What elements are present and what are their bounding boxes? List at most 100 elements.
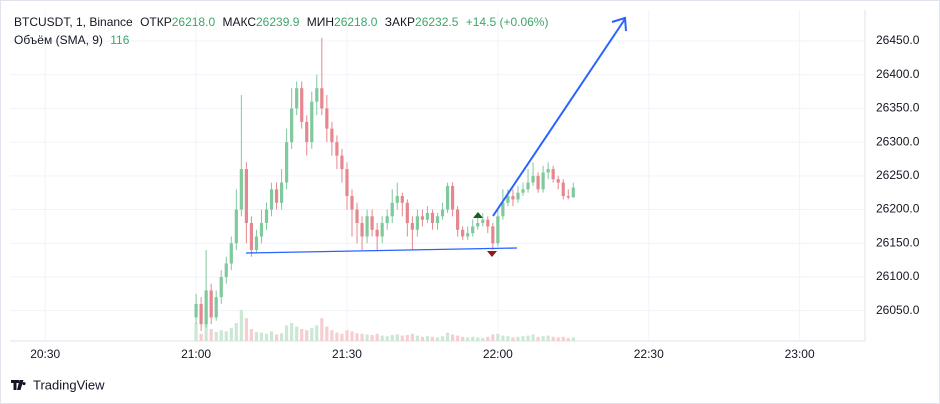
volume-bar xyxy=(471,336,475,341)
candle-body xyxy=(239,169,243,210)
candle-body xyxy=(511,196,515,200)
y-tick-label: 26400.0 xyxy=(876,67,920,81)
volume-bar xyxy=(274,334,279,341)
volume-bar xyxy=(571,337,575,341)
volume-bar xyxy=(395,334,399,341)
volume-bar xyxy=(315,325,319,341)
volume-bar xyxy=(330,330,334,341)
candle-body xyxy=(360,223,364,237)
candle-body xyxy=(445,185,450,210)
y-tick-label: 26450.0 xyxy=(876,33,920,47)
candle-body xyxy=(290,108,294,143)
candle-body xyxy=(476,223,480,227)
candle-body xyxy=(350,196,354,210)
volume-bar xyxy=(219,330,223,341)
volume-bar xyxy=(531,334,535,341)
candle-body xyxy=(234,209,238,244)
candle-body xyxy=(310,101,314,143)
value: 26232.5 xyxy=(415,15,459,29)
candle-body xyxy=(430,212,435,224)
buy-signal xyxy=(473,212,483,218)
candle-body xyxy=(199,303,203,325)
volume-bar xyxy=(511,337,515,341)
candle-body xyxy=(551,169,555,180)
volume-bar xyxy=(234,323,238,341)
candle-body xyxy=(244,169,248,224)
volume-bar xyxy=(541,336,545,341)
x-tick-label: 22:30 xyxy=(634,347,664,361)
volume-bar xyxy=(365,334,369,341)
y-tick-label: 26150.0 xyxy=(876,235,920,249)
candle-body xyxy=(450,185,455,210)
candle-body xyxy=(385,216,389,224)
candle-body xyxy=(259,223,264,237)
volume-bar xyxy=(466,337,470,341)
candle-body xyxy=(204,290,208,325)
volume-bar xyxy=(536,336,540,341)
candle-body xyxy=(471,226,475,234)
volume-bar xyxy=(445,332,450,341)
candle-body xyxy=(335,142,339,156)
volume-bar xyxy=(461,336,465,341)
candle-body xyxy=(219,276,223,298)
volume-bar xyxy=(285,325,289,341)
volume-bar xyxy=(496,333,500,341)
y-tick-label: 26250.0 xyxy=(876,168,920,182)
volume-bar xyxy=(506,336,510,341)
candle-body xyxy=(340,155,344,170)
volume-bar xyxy=(254,332,259,341)
volume-bar xyxy=(410,333,414,341)
volume-bar xyxy=(360,333,364,341)
candle-body xyxy=(461,229,465,237)
volume-bar xyxy=(440,336,445,341)
volume-bar xyxy=(551,336,555,341)
brand: TradingView xyxy=(33,377,105,392)
candle-body xyxy=(571,187,575,198)
candle-body xyxy=(209,290,213,318)
label: ЗАКР xyxy=(385,15,415,29)
candle-body xyxy=(269,189,274,210)
volume-bar xyxy=(249,329,254,341)
volume-bar xyxy=(425,336,430,341)
candle-body xyxy=(410,223,414,230)
volume-bar xyxy=(335,332,339,341)
volume-bar xyxy=(486,336,490,341)
candle-body xyxy=(224,263,228,277)
label: ОТКР xyxy=(140,15,172,29)
y-tick-label: 26200.0 xyxy=(876,202,920,216)
volume-bar xyxy=(375,333,379,341)
x-tick-label: 20:30 xyxy=(30,347,60,361)
volume-bar xyxy=(290,323,294,341)
volume-bar xyxy=(300,329,304,341)
volume-bar xyxy=(420,336,425,341)
candle-body xyxy=(481,219,485,224)
candle-body xyxy=(486,219,490,227)
volume-legend: Объём (SMA, 9) 116 xyxy=(14,33,130,47)
x-tick-label: 21:30 xyxy=(332,347,362,361)
y-tick-label: 26300.0 xyxy=(876,134,920,148)
candle-body xyxy=(440,209,445,217)
volume-bar xyxy=(239,309,243,341)
x-tick-label: 21:00 xyxy=(181,347,211,361)
candle-body xyxy=(516,192,520,200)
candle-body xyxy=(400,196,404,203)
candle-body xyxy=(305,121,309,143)
volume-bar xyxy=(476,337,480,341)
candle-body xyxy=(300,88,304,122)
volume-bar xyxy=(385,336,389,341)
change: +14.5 (+0.06%) xyxy=(466,15,549,29)
candle-body xyxy=(546,169,550,173)
support-line xyxy=(245,247,518,254)
volume-bar xyxy=(194,323,198,341)
volume-bar xyxy=(491,334,495,341)
value: 26239.9 xyxy=(256,15,300,29)
candle-body xyxy=(566,196,570,198)
volume-bar xyxy=(264,333,269,341)
x-tick-label: 22:00 xyxy=(483,347,513,361)
candle-body xyxy=(541,172,545,190)
volume-bar xyxy=(295,326,299,341)
volume-bar xyxy=(269,331,274,341)
volume-bar xyxy=(516,336,520,341)
candle-body xyxy=(279,182,284,203)
